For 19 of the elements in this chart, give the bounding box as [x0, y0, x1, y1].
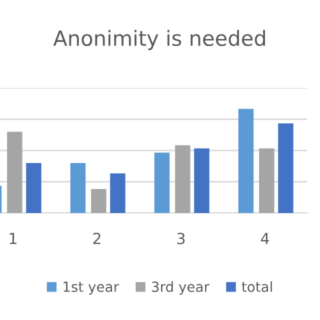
bar — [194, 148, 210, 213]
bar — [175, 145, 190, 213]
bar — [91, 189, 106, 213]
x-tick-label: 4 — [260, 232, 270, 244]
bar — [154, 152, 170, 213]
bar — [238, 108, 254, 213]
bar — [110, 173, 126, 213]
bar — [70, 163, 86, 213]
legend-label: 1st year — [64, 282, 120, 295]
legend-label: 3rd year — [152, 281, 210, 295]
x-tick-label: 3 — [177, 232, 185, 244]
legend-label: total — [242, 281, 272, 292]
bar — [259, 148, 274, 213]
chart-title: Anonimity is needed — [53, 30, 265, 50]
bar — [278, 123, 294, 213]
x-tick-label: 1 — [10, 232, 16, 244]
bar — [26, 163, 42, 213]
x-tick-label: 2 — [93, 232, 100, 244]
bar — [7, 132, 22, 213]
